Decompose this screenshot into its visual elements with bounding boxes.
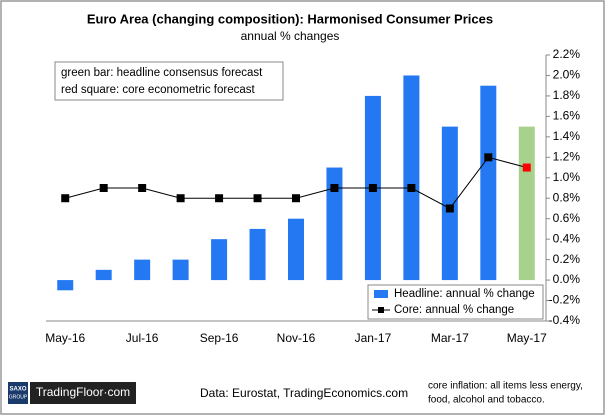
marker	[61, 194, 70, 203]
bar	[134, 259, 151, 281]
marker	[330, 184, 339, 192]
legend-swatch	[374, 290, 388, 298]
logo-mark	[8, 382, 28, 404]
bar	[57, 280, 74, 291]
marker	[484, 153, 493, 162]
x-tick-label: Sep-16	[200, 331, 239, 345]
bar	[211, 239, 228, 281]
footnote: core inflation: all items less energy,	[428, 381, 583, 392]
annotation: green bar: headline consensus forecast	[61, 67, 263, 79]
bar	[172, 259, 189, 281]
y-tick-label: 0.2%	[553, 252, 581, 266]
legend-swatch	[378, 307, 384, 313]
marker	[215, 194, 224, 203]
x-tick-label: Jul-16	[126, 331, 159, 345]
marker	[368, 184, 377, 192]
bar	[480, 85, 497, 281]
y-tick-label: 2.2%	[553, 47, 581, 61]
x-tick-label: May-17	[507, 331, 547, 345]
y-tick-label: -0.4%	[549, 313, 581, 327]
y-tick-label: 0.0%	[553, 272, 581, 286]
x-tick-label: Mar-17	[431, 331, 469, 345]
marker	[99, 184, 108, 192]
marker	[176, 194, 185, 203]
y-tick-label: 1.4%	[553, 129, 581, 143]
logo-text: TradingFloor·com	[36, 385, 130, 399]
y-tick-label: 1.2%	[553, 149, 581, 163]
marker	[445, 204, 454, 213]
logo-text: SAXO	[9, 387, 26, 393]
marker	[138, 184, 147, 192]
logo-box	[30, 382, 136, 404]
y-tick-label: 0.6%	[553, 211, 581, 225]
marker	[407, 184, 416, 192]
x-tick-label: Jan-17	[355, 331, 392, 345]
y-tick-label: 1.6%	[553, 109, 581, 123]
bar	[95, 269, 112, 281]
bar	[518, 126, 535, 281]
bar	[249, 228, 266, 281]
y-tick-label: 1.0%	[553, 170, 581, 184]
logo-text: GROUP	[9, 394, 28, 400]
y-tick-label: 2.0%	[553, 68, 581, 82]
annotation: red square: core econometric forecast	[61, 84, 255, 96]
x-tick-label: Nov-16	[277, 331, 316, 345]
x-tick-label: May-16	[45, 331, 85, 345]
marker	[292, 194, 300, 203]
y-tick-label: 0.4%	[553, 231, 581, 245]
bar	[288, 218, 304, 281]
marker	[253, 194, 262, 203]
legend-label: Core: annual % change	[394, 304, 514, 316]
footnote: food, alcohol and tobacco.	[428, 395, 545, 406]
source: Data: Eurostat, TradingEconomics.com	[200, 386, 408, 400]
y-tick-label: 0.8%	[553, 190, 581, 204]
bar	[403, 75, 420, 281]
bar	[441, 126, 458, 281]
bar	[326, 167, 343, 281]
y-tick-label: 1.8%	[553, 88, 581, 102]
chart-title: Euro Area (changing composition): Harmon…	[87, 11, 493, 26]
legend-box	[367, 284, 544, 320]
marker	[522, 163, 531, 172]
legend-label: Headline: annual % change	[394, 288, 535, 300]
y-tick-label: -0.2%	[549, 293, 581, 307]
annotation-box	[54, 61, 284, 101]
chart-subtitle: annual % changes	[241, 29, 340, 43]
